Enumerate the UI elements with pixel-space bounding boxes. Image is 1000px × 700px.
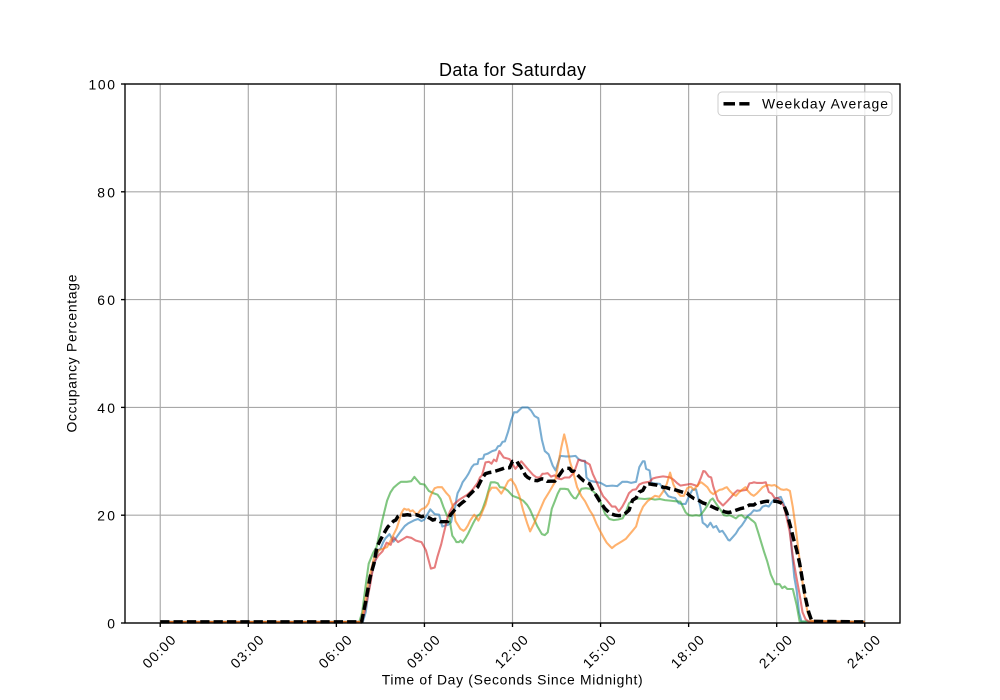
svg-text:Data for Saturday: Data for Saturday bbox=[439, 60, 586, 80]
svg-text:Weekday Average: Weekday Average bbox=[762, 96, 888, 112]
svg-text:80: 80 bbox=[97, 184, 115, 200]
svg-text:0: 0 bbox=[107, 616, 115, 632]
svg-text:60: 60 bbox=[97, 292, 115, 308]
svg-text:20: 20 bbox=[97, 508, 115, 524]
svg-text:100: 100 bbox=[89, 77, 116, 93]
svg-text:Occupancy Percentage: Occupancy Percentage bbox=[64, 274, 80, 432]
svg-text:40: 40 bbox=[97, 400, 115, 416]
svg-text:Time of Day (Seconds Since Mid: Time of Day (Seconds Since Midnight) bbox=[382, 672, 643, 688]
